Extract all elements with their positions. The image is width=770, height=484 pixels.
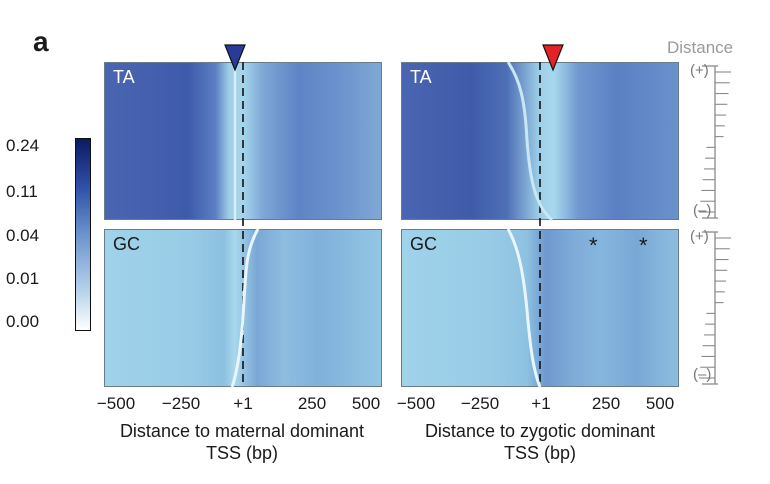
x-tick-right: −250 <box>460 394 500 413</box>
row-label-gc: GC <box>410 234 437 254</box>
x-tick-left: −250 <box>161 394 201 413</box>
colorbar-tick: 0.24 <box>6 136 40 155</box>
x-tick-right: 500 <box>645 394 675 413</box>
row-label-gc: GC <box>113 234 140 254</box>
distance-plus-label: (+) <box>690 228 709 245</box>
colorbar-tick: 0.04 <box>6 226 40 245</box>
annotation-asterisk: * <box>589 233 598 258</box>
marker-right <box>542 44 564 72</box>
distance-minus-label: (–) <box>693 202 712 219</box>
x-axis-label-line2: TSS (bp) <box>205 443 279 463</box>
heatmap-right-gc: GC <box>401 229 679 387</box>
colorbar-tick: 0.11 <box>6 182 38 201</box>
colorbar <box>75 138 91 331</box>
marker-left <box>224 44 246 72</box>
x-tick-left: −500 <box>96 394 136 413</box>
colorbar-tick: 0.01 <box>6 269 40 288</box>
tss-curve-left-gc <box>230 228 260 388</box>
x-tick-left: 250 <box>297 394 327 413</box>
colorbar-tick: 0.00 <box>6 312 40 331</box>
x-axis-label-left: Distance to maternal dominant TSS (bp) <box>92 420 392 464</box>
row-label-ta: TA <box>113 67 135 87</box>
distance-plus-label: (+) <box>690 62 709 79</box>
row-label-ta: TA <box>410 67 432 87</box>
tss-curve-right-gc <box>506 228 542 388</box>
x-axis-label-line1: Distance to maternal dominant <box>119 421 365 441</box>
x-tick-right: −500 <box>396 394 436 413</box>
x-tick-right: 250 <box>591 394 621 413</box>
annotation-asterisk: * <box>639 233 648 258</box>
x-axis-label-line2: TSS (bp) <box>503 443 577 463</box>
distance-minus-label: (–) <box>693 366 712 383</box>
distance-title: Distance <box>667 38 734 57</box>
panel-letter: a <box>33 26 49 57</box>
x-tick-left: 500 <box>351 394 381 413</box>
x-tick-right: +1 <box>531 394 551 413</box>
x-axis-label-right: Distance to zygotic dominant TSS (bp) <box>390 420 690 464</box>
distance-arrows <box>699 71 731 379</box>
x-tick-left: +1 <box>233 394 253 413</box>
distance-axis <box>702 65 718 385</box>
x-axis-label-line1: Distance to zygotic dominant <box>424 421 656 441</box>
tss-curve-right-ta <box>506 61 554 222</box>
